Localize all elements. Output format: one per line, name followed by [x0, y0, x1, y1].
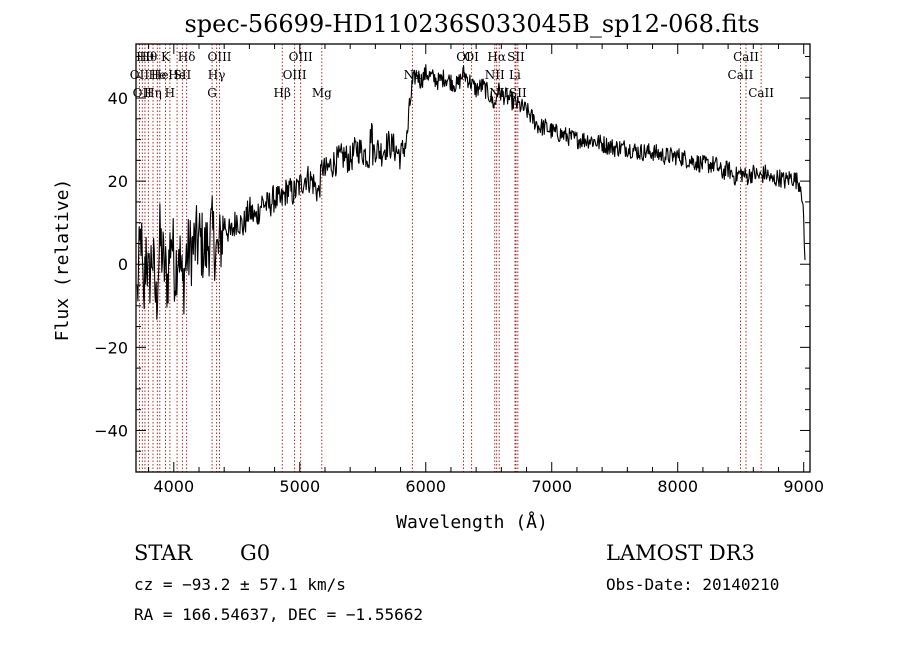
object-class: STAR: [134, 541, 193, 565]
coordinates-text: RA = 166.54637, DEC = −1.55662: [134, 605, 423, 624]
line-label: Hθ: [136, 50, 154, 64]
line-label: OIII: [207, 50, 231, 64]
line-label: Hα: [487, 50, 506, 64]
line-label: NII: [485, 68, 505, 82]
line-label: Li: [509, 68, 521, 82]
line-label: SII: [507, 50, 525, 64]
y-axis-label: Flux (relative): [52, 179, 73, 342]
x-tick-label: 6000: [405, 477, 446, 496]
line-label: NII: [489, 86, 509, 100]
line-label: SII: [174, 68, 192, 82]
line-label: OI: [464, 50, 479, 64]
y-tick-label: 20: [108, 172, 128, 191]
y-tick-label: 0: [118, 255, 128, 274]
line-label: CaII: [733, 50, 759, 64]
spectral-line-labels: OIIOIIHθHθHηHeHeKHHeSIIHδGHγOIIIHβOIIIOI…: [130, 50, 775, 100]
spectral-line-markers: [138, 44, 762, 472]
x-tick-label: 7000: [531, 477, 572, 496]
line-label: OII: [130, 68, 150, 82]
line-label: Hη: [144, 86, 162, 100]
line-label: OII: [133, 86, 153, 100]
line-label: He: [151, 68, 169, 82]
y-tick-label: −20: [94, 338, 128, 357]
obs-date: Obs-Date: 20140210: [606, 575, 779, 594]
x-tick-label: 4000: [153, 477, 194, 496]
line-label: Hγ: [208, 68, 226, 82]
line-label: H: [165, 86, 175, 100]
object-subclass: G0: [240, 541, 270, 565]
line-label: OIII: [283, 68, 307, 82]
y-axis: −40 −20 0 20 40: [94, 55, 810, 473]
x-tick-label: 8000: [657, 477, 698, 496]
line-label: He: [149, 68, 167, 82]
survey-name: LAMOST DR3: [606, 541, 755, 565]
line-label: Hβ: [274, 86, 291, 100]
line-label: Mg: [312, 86, 332, 100]
chart-title: spec-56699-HD110236S033045B_sp12-068.fit…: [184, 10, 759, 38]
line-label: CaII: [748, 86, 774, 100]
line-label: Hθ: [139, 50, 157, 64]
line-label: CaII: [728, 68, 754, 82]
line-label: Hδ: [178, 50, 196, 64]
y-tick-label: 40: [108, 89, 128, 108]
line-label: K: [161, 50, 171, 64]
line-label: SII: [509, 86, 527, 100]
spectrum-line: [136, 64, 806, 320]
line-label: G: [207, 86, 217, 100]
redshift-text: cz = −93.2 ± 57.1 km/s: [134, 575, 346, 594]
y-tick-label: −40: [94, 421, 128, 440]
line-label: OI: [456, 50, 471, 64]
line-label: He: [168, 68, 186, 82]
x-axis-label: Wavelength (Å): [396, 511, 548, 533]
x-tick-label: 5000: [279, 477, 320, 496]
x-axis: 4000 5000 6000 7000 8000 9000: [148, 44, 824, 496]
plot-frame: [135, 43, 811, 473]
line-label: OIII: [289, 50, 313, 64]
x-tick-label: 9000: [783, 477, 824, 496]
